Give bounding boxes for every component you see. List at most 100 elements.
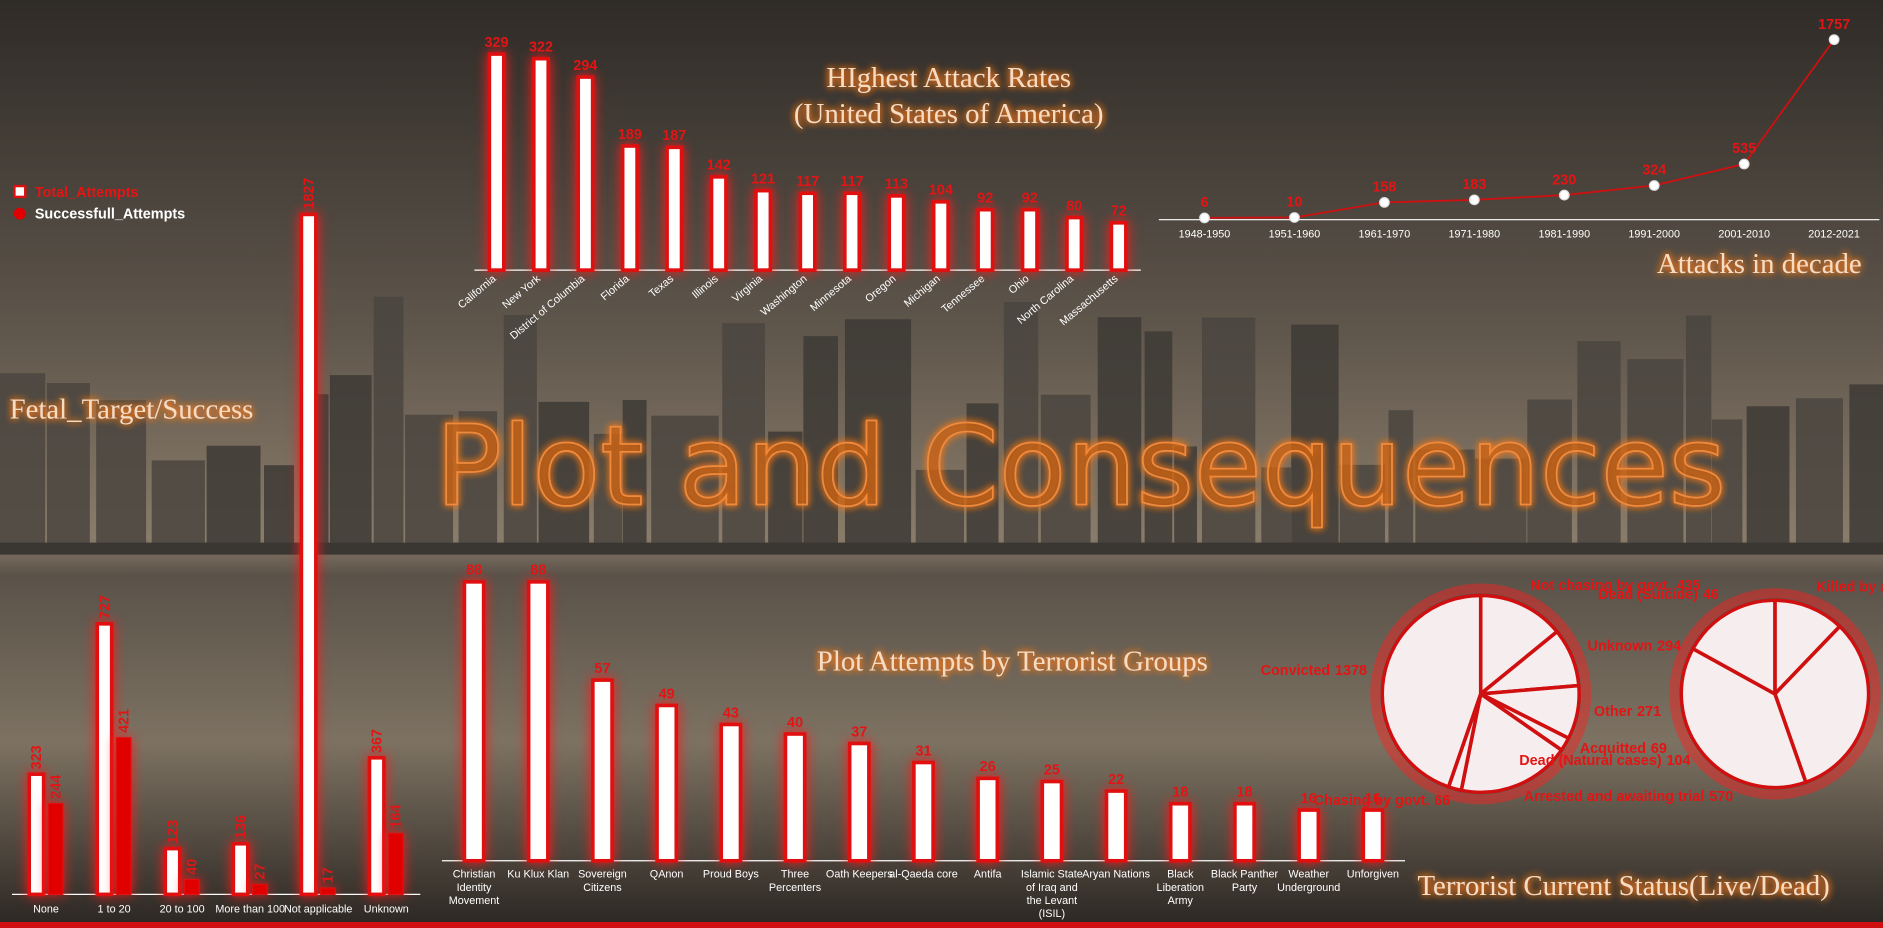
bar — [620, 144, 639, 272]
value-label: 17 — [321, 867, 337, 883]
building — [1577, 341, 1621, 547]
chart-title: Plot Attempts by Terrorist Groups — [817, 645, 1208, 677]
bar — [27, 772, 46, 897]
x-tick-label: 1 to 20 — [98, 903, 131, 915]
building — [458, 411, 498, 547]
building — [264, 465, 295, 547]
building — [1685, 315, 1712, 547]
building — [1261, 467, 1292, 547]
value-label: 22 — [1108, 772, 1124, 788]
building — [966, 403, 999, 547]
x-tick-label-box: Weather Underground — [1277, 867, 1341, 894]
chart: Attacks in decade 6 1948-1950 10 1951-1960 15… — [1158, 17, 1880, 280]
bar — [1104, 789, 1128, 863]
value-label: 25 — [1044, 762, 1060, 778]
building — [1174, 446, 1197, 547]
x-tick-label: Black Panther Party — [1210, 867, 1279, 894]
pie-halo — [1370, 583, 1592, 805]
x-tick-label: 1951-1960 — [1269, 229, 1321, 241]
x-tick-label: Weather Underground — [1277, 867, 1341, 894]
slice-label: Dead (Natural cases) 104 — [1519, 753, 1690, 769]
pie-slice — [1478, 593, 1560, 698]
chart-title: Attacks in decade — [1657, 248, 1862, 280]
value-label: 123 — [165, 820, 181, 844]
x-tick-label: 1948-1950 — [1179, 229, 1231, 241]
building — [768, 431, 803, 547]
bar — [887, 194, 906, 272]
x-tick-label-box: Ku Klux Klan — [507, 867, 570, 880]
building — [405, 414, 454, 547]
bar — [576, 75, 595, 272]
slice-label: Killed by adversary33 — [1816, 579, 1883, 595]
x-tick-label: Ku Klux Klan — [507, 867, 570, 880]
slice-category: Dead (Natural cases) — [1519, 753, 1662, 769]
value-label: 164 — [389, 805, 405, 829]
building — [0, 373, 46, 547]
x-tick-label: Antifa — [973, 867, 1002, 880]
slice-category: Killed by adversary — [1816, 579, 1883, 595]
value-label: 37 — [851, 724, 867, 740]
value-label: 323 — [29, 745, 45, 769]
value-label: 329 — [485, 35, 509, 51]
x-tick-label: 2001-2010 — [1718, 229, 1770, 241]
x-tick-label: 2012-2021 — [1808, 229, 1860, 241]
x-tick-label: None — [33, 903, 59, 915]
building — [1003, 301, 1039, 547]
building — [1291, 324, 1339, 547]
building — [1097, 317, 1142, 547]
x-tick-label: Islamic State of Iraq and the Levant (IS… — [1020, 867, 1083, 920]
point — [1558, 189, 1570, 201]
building — [622, 399, 647, 547]
point — [1828, 34, 1840, 46]
x-tick-label-box: Three Percenters — [769, 868, 821, 893]
x-tick-label: Proud Boys — [702, 867, 759, 880]
x-tick-label-box: Sovereign Citizens — [578, 867, 627, 894]
bar — [1297, 808, 1321, 863]
bar — [231, 841, 250, 897]
line — [1204, 39, 1835, 219]
value-label: 142 — [707, 158, 731, 174]
value-label: 1757 — [1818, 17, 1850, 33]
slice-label: Arrested and awaiting trial 570 — [1524, 789, 1734, 805]
value-label: 27 — [253, 864, 269, 880]
x-tick-label: Unforgiven — [1346, 867, 1400, 880]
slice-value: 294 — [1657, 639, 1681, 655]
value-label: 117 — [840, 174, 863, 190]
x-tick-label-box: Black Liberation Army — [1157, 868, 1204, 906]
value-label: 92 — [977, 191, 993, 207]
value-label: 183 — [1462, 177, 1486, 193]
point — [1648, 180, 1660, 191]
bar — [1109, 221, 1128, 272]
building — [1388, 410, 1414, 547]
x-tick-label-box: Aryan Nations — [1082, 868, 1150, 880]
building — [206, 445, 261, 547]
x-tick-label: Sovereign Citizens — [578, 867, 627, 894]
building — [651, 415, 719, 547]
building — [1144, 331, 1173, 547]
point — [1199, 212, 1210, 224]
slice-label: Other 271 — [1594, 704, 1661, 720]
slice-value: 46 — [1703, 587, 1719, 603]
building — [151, 460, 205, 547]
x-tick-label: al-Qaeda core — [889, 867, 958, 880]
value-label: 88 — [466, 563, 482, 579]
building — [503, 314, 537, 547]
pie-halo — [1669, 588, 1881, 800]
bar — [320, 887, 336, 895]
slice-value: 570 — [1709, 789, 1733, 805]
bar — [1065, 215, 1084, 272]
x-tick-label: Unknown — [364, 903, 409, 915]
value-label: 40 — [787, 715, 803, 731]
point — [1738, 158, 1750, 170]
bar — [531, 56, 551, 272]
bar — [665, 145, 684, 272]
pie-slice — [1380, 593, 1483, 790]
slice-value: 66 — [1434, 793, 1450, 809]
value-label: 136 — [233, 815, 249, 839]
bar — [1168, 801, 1192, 863]
value-label: 421 — [116, 709, 132, 733]
value-label: 158 — [1372, 180, 1396, 196]
bar — [976, 776, 1000, 863]
value-label: 49 — [659, 686, 675, 702]
bar — [1233, 801, 1256, 863]
